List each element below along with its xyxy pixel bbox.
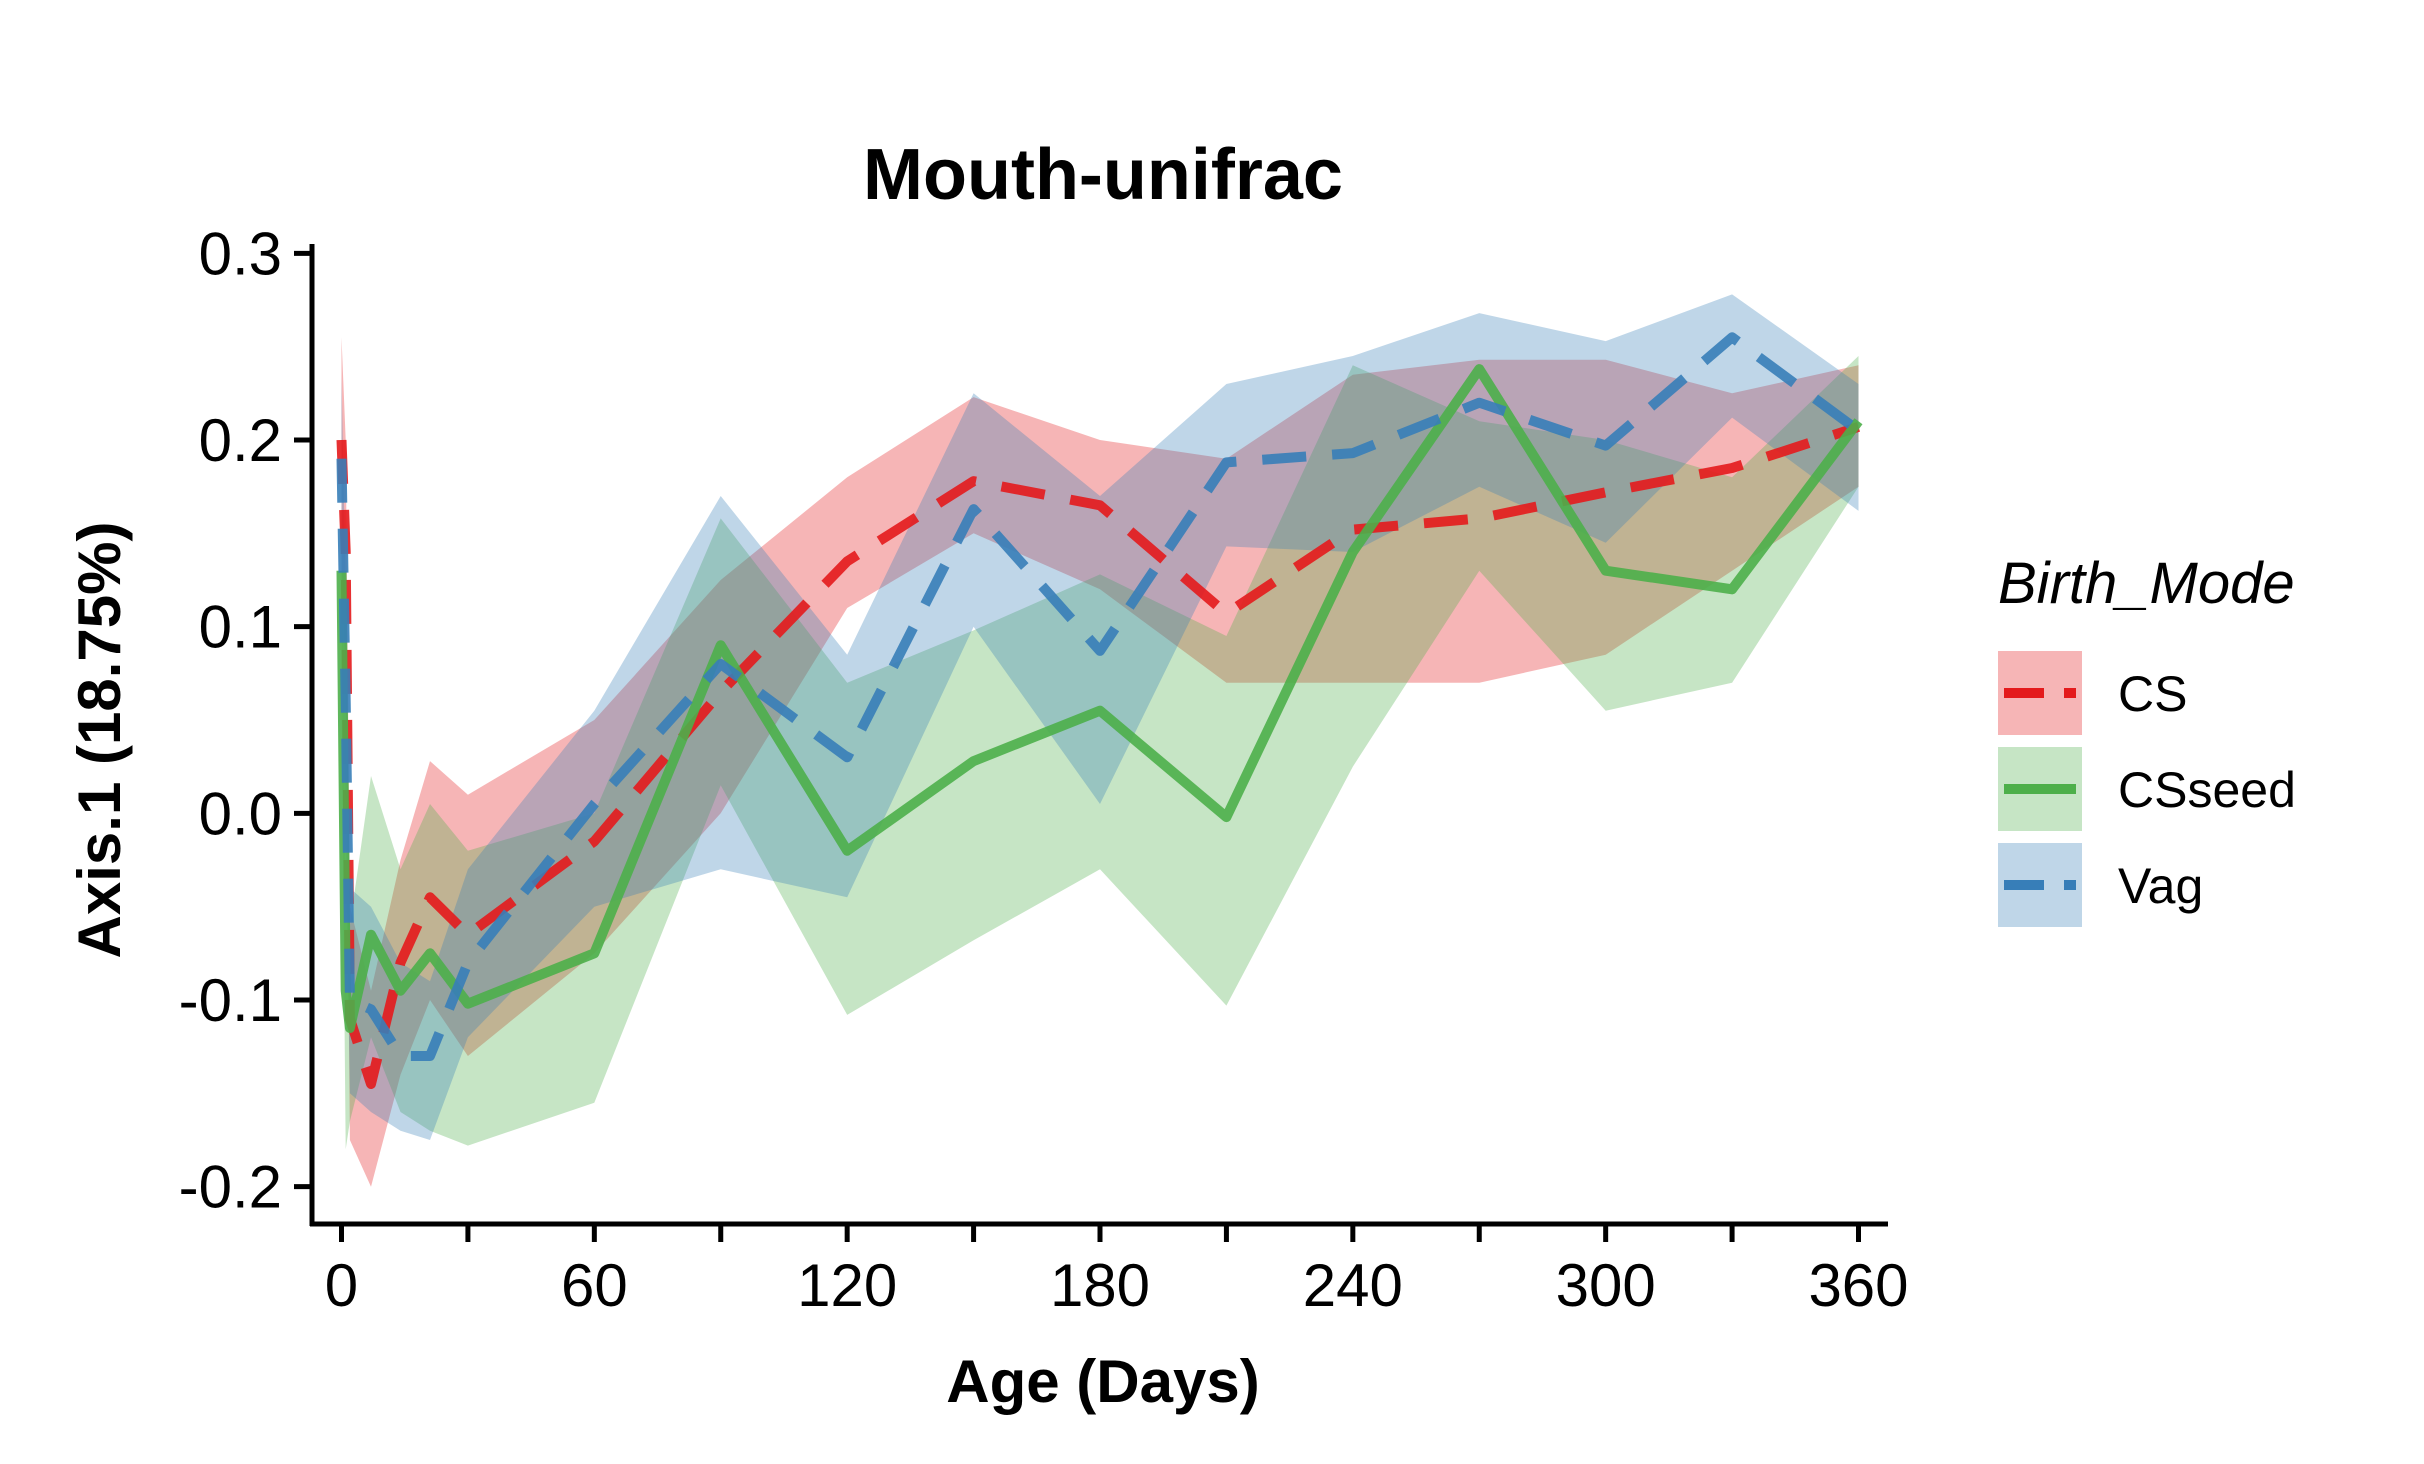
legend-label-csseed: CSseed (2118, 762, 2296, 818)
x-tick-label: 180 (1050, 1252, 1150, 1319)
x-tick-label: 360 (1808, 1252, 1908, 1319)
series-lines (336, 332, 1863, 1089)
chart-title: Mouth-unifrac (863, 135, 1343, 215)
ribbon-cs (341, 337, 1859, 1187)
y-tick-label: 0.0 (199, 780, 282, 847)
legend: Birth_Mode CS CSseed Vag (1998, 551, 2296, 927)
line-csseed (336, 364, 1863, 1033)
x-tick-label: 240 (1303, 1252, 1403, 1319)
legend-label-cs: CS (2118, 666, 2187, 722)
y-tick-label: 0.2 (199, 407, 282, 474)
line-cs (336, 422, 1861, 1089)
x-tick-label: 60 (561, 1252, 628, 1319)
legend-label-vag: Vag (2118, 858, 2203, 914)
legend-title: Birth_Mode (1998, 551, 2295, 616)
y-tick-label: -0.2 (179, 1154, 282, 1221)
x-tick-label: 300 (1556, 1252, 1656, 1319)
y-axis-title: Axis.1 (18.75%) (66, 522, 133, 959)
x-tick-label: 0 (325, 1252, 358, 1319)
line-vag (336, 332, 1862, 1061)
y-tick-label: 0.1 (199, 594, 282, 661)
x-tick-label: 120 (797, 1252, 897, 1319)
ribbon-csseed (341, 356, 1859, 1150)
y-tick-label: -0.1 (179, 967, 282, 1034)
axes: -0.2 -0.1 0.0 0.1 0.2 0.3 0 60 120 180 240 300 360 (179, 220, 1909, 1319)
x-axis-title: Age (Days) (946, 1348, 1259, 1415)
y-tick-label: 0.3 (199, 220, 282, 287)
